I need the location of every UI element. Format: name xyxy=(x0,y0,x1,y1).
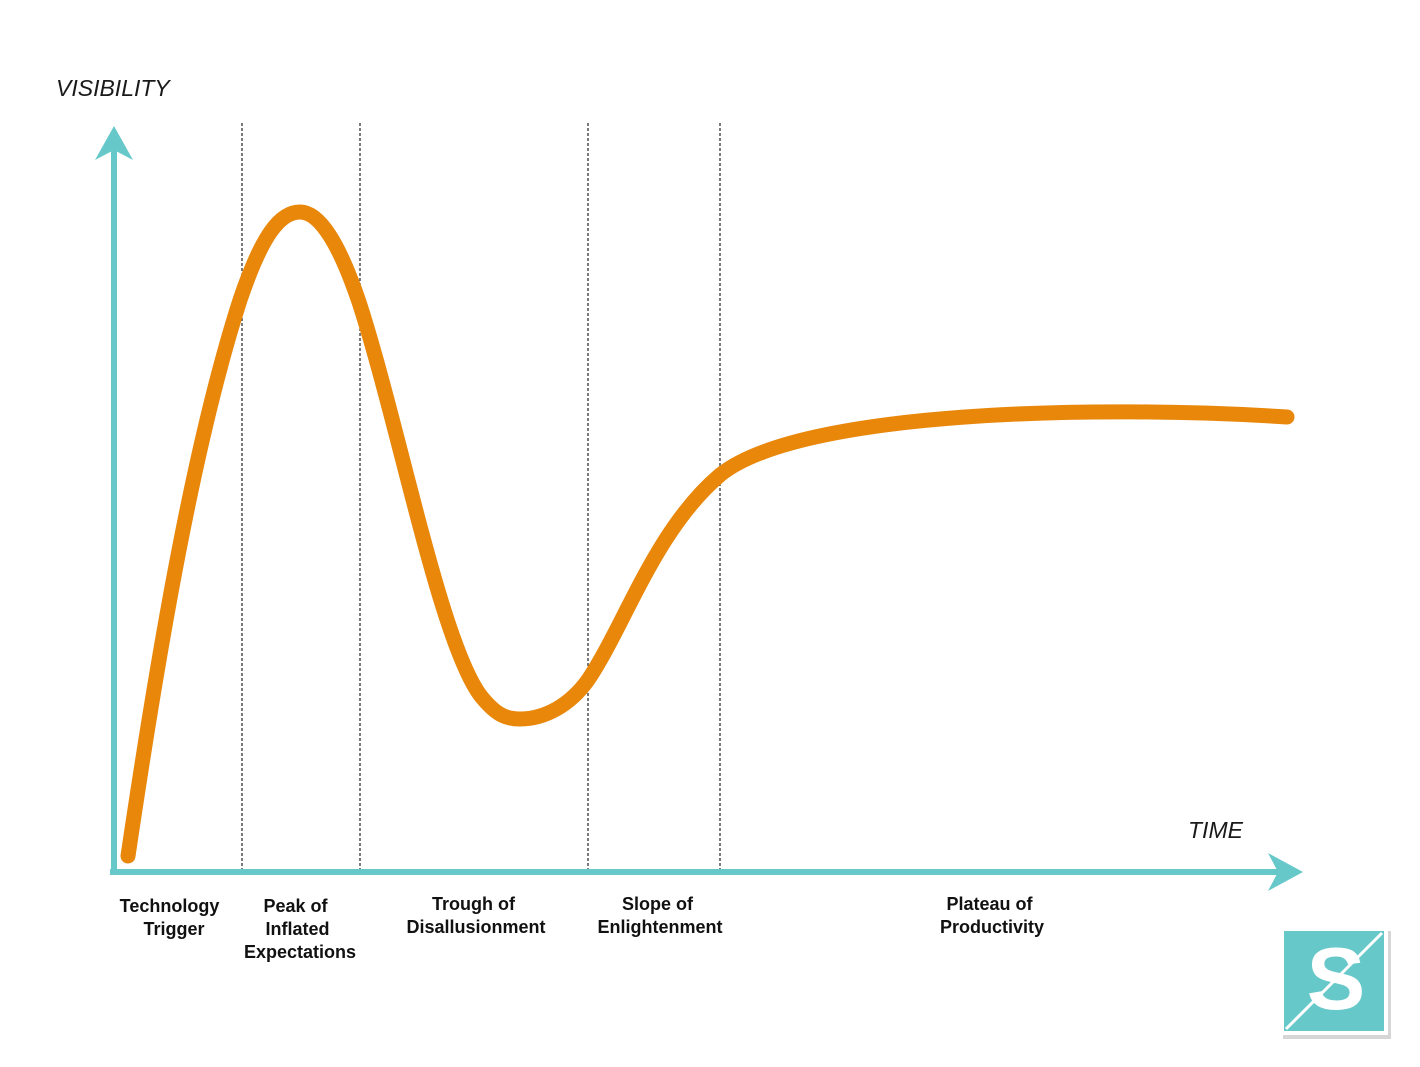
phase-label-peak-of-inflated-expectations: Peak of Inflated Expectations xyxy=(244,896,356,962)
y-axis-arrowhead xyxy=(95,126,133,160)
phase-label-technology-trigger-line-1: Technology xyxy=(120,896,220,916)
phase-label-technology-trigger-line-2: Trigger xyxy=(143,919,204,939)
phase-label-slope-of-enlightenment: Slope of Enlightenment xyxy=(598,894,723,937)
phase-label-trough-line-1: Trough of xyxy=(432,894,516,914)
phase-label-slope-line-2: Enlightenment xyxy=(598,917,723,937)
phase-label-peak-line-1: Peak of xyxy=(263,896,328,916)
phase-label-technology-trigger: Technology Trigger xyxy=(120,896,225,939)
phase-label-plateau-of-productivity: Plateau of Productivity xyxy=(940,894,1044,937)
y-axis xyxy=(95,126,133,874)
phase-label-trough-of-disallusionment: Trough of Disallusionment xyxy=(406,894,545,937)
hype-curve xyxy=(120,204,1295,864)
phase-label-plateau-line-1: Plateau of xyxy=(946,894,1033,914)
y-axis-title: VISIBILITY xyxy=(56,75,171,101)
s-logo-icon: S xyxy=(1280,927,1391,1039)
phase-label-trough-line-2: Disallusionment xyxy=(406,917,545,937)
x-axis-title: TIME xyxy=(1188,817,1244,843)
phase-label-peak-line-2: Inflated xyxy=(265,919,329,939)
phase-label-slope-line-1: Slope of xyxy=(622,894,694,914)
s-logo-slash xyxy=(1284,931,1384,1031)
x-axis xyxy=(110,853,1303,891)
x-axis-arrowhead xyxy=(1268,853,1303,891)
phase-label-peak-line-3: Expectations xyxy=(244,942,356,962)
phase-label-plateau-line-2: Productivity xyxy=(940,917,1044,937)
